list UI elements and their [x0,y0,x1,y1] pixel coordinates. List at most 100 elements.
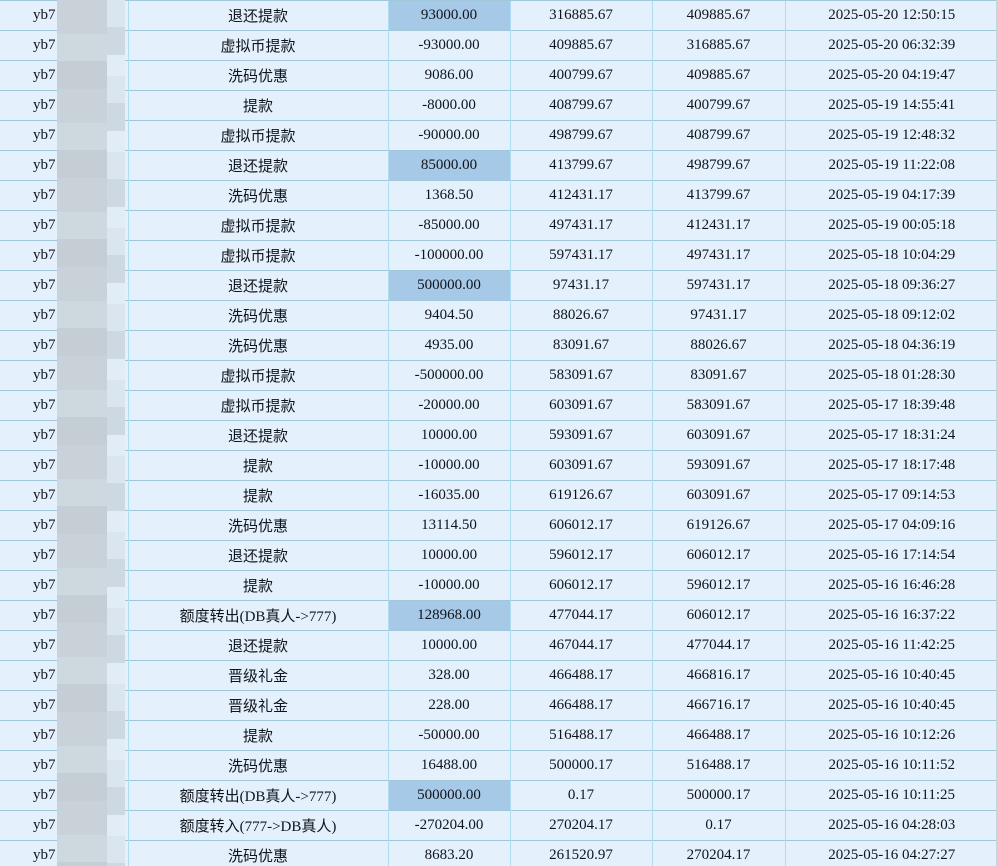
amount-cell: -270204.00 [387,810,510,841]
balance-after-cell: 498799.67 [651,150,785,181]
time-cell: 2025-05-20 04:19:47 [784,60,996,91]
time-cell: 2025-05-16 10:12:26 [784,720,996,751]
time-cell: 2025-05-16 10:40:45 [784,660,996,691]
table-row: yb7 提款 -8000.00 408799.67 400799.67 2025… [0,90,996,121]
amount-cell: 1368.50 [387,180,510,211]
time-cell: 2025-05-16 04:27:27 [784,840,996,866]
balance-after-cell: 500000.17 [651,780,785,811]
username-text: yb7 [33,337,56,353]
username-text: yb7 [33,427,56,443]
table-row: yb7 洗码优惠 8683.20 261520.97 270204.17 202… [0,840,996,866]
username-text: yb7 [33,547,56,563]
time-cell: 2025-05-16 04:28:03 [784,810,996,841]
balance-after-cell: 412431.17 [651,210,785,241]
amount-cell: -10000.00 [387,570,510,601]
username-text: yb7 [33,787,56,803]
table-row: yb7 提款 -16035.00 619126.67 603091.67 202… [0,480,996,511]
username-text: yb7 [33,307,56,323]
balance-before-cell: 497431.17 [509,210,652,241]
username-redaction-blur-edge [107,0,125,866]
time-cell: 2025-05-16 10:11:25 [784,780,996,811]
amount-cell: 8683.20 [387,840,510,866]
balance-before-cell: 498799.67 [509,120,652,151]
table-row: yb7 洗码优惠 9086.00 400799.67 409885.67 202… [0,60,996,91]
username-text: yb7 [33,577,56,593]
time-cell: 2025-05-17 18:17:48 [784,450,996,481]
balance-after-cell: 619126.67 [651,510,785,541]
type-cell: 虚拟币提款 [127,30,388,61]
balance-after-cell: 409885.67 [651,60,785,91]
type-cell: 提款 [127,480,388,511]
username-text: yb7 [33,187,56,203]
amount-cell: 500000.00 [387,270,510,301]
amount-cell: 16488.00 [387,750,510,781]
table-row: yb7 虚拟币提款 -93000.00 409885.67 316885.67 … [0,30,996,61]
amount-cell: 9086.00 [387,60,510,91]
time-cell: 2025-05-16 16:37:22 [784,600,996,631]
table-row: yb7 虚拟币提款 -85000.00 497431.17 412431.17 … [0,210,996,241]
table-row: yb7 退还提款 93000.00 316885.67 409885.67 20… [0,0,996,31]
table-row: yb7 额度转出(DB真人->777) 128968.00 477044.17 … [0,600,996,631]
balance-before-cell: 596012.17 [509,540,652,571]
table-row: yb7 退还提款 10000.00 467044.17 477044.17 20… [0,630,996,661]
amount-cell: 10000.00 [387,420,510,451]
balance-after-cell: 477044.17 [651,630,785,661]
table-row: yb7 虚拟币提款 -100000.00 597431.17 497431.17… [0,240,996,271]
time-cell: 2025-05-18 01:28:30 [784,360,996,391]
username-text: yb7 [33,607,56,623]
type-cell: 晋级礼金 [127,690,388,721]
amount-cell: -50000.00 [387,720,510,751]
table-row: yb7 额度转出(DB真人->777) 500000.00 0.17 50000… [0,780,996,811]
balance-before-cell: 316885.67 [509,0,652,31]
balance-before-cell: 400799.67 [509,60,652,91]
username-text: yb7 [33,367,56,383]
username-text: yb7 [33,97,56,113]
time-cell: 2025-05-18 09:12:02 [784,300,996,331]
username-text: yb7 [33,817,56,833]
type-cell: 虚拟币提款 [127,240,388,271]
balance-before-cell: 597431.17 [509,240,652,271]
balance-before-cell: 83091.67 [509,330,652,361]
type-cell: 虚拟币提款 [127,390,388,421]
time-cell: 2025-05-18 10:04:29 [784,240,996,271]
balance-after-cell: 270204.17 [651,840,785,866]
table-row: yb7 洗码优惠 16488.00 500000.17 516488.17 20… [0,750,996,781]
table-row: yb7 提款 -50000.00 516488.17 466488.17 202… [0,720,996,751]
balance-before-cell: 0.17 [509,780,652,811]
type-cell: 提款 [127,450,388,481]
time-cell: 2025-05-19 11:22:08 [784,150,996,181]
time-cell: 2025-05-17 04:09:16 [784,510,996,541]
username-text: yb7 [33,67,56,83]
balance-before-cell: 619126.67 [509,480,652,511]
amount-cell: -16035.00 [387,480,510,511]
amount-cell: -85000.00 [387,210,510,241]
type-cell: 提款 [127,720,388,751]
time-cell: 2025-05-19 12:48:32 [784,120,996,151]
table-row: yb7 洗码优惠 13114.50 606012.17 619126.67 20… [0,510,996,541]
amount-cell: 10000.00 [387,540,510,571]
balance-after-cell: 83091.67 [651,360,785,391]
type-cell: 提款 [127,570,388,601]
time-cell: 2025-05-16 17:14:54 [784,540,996,571]
amount-cell: 128968.00 [387,600,510,631]
type-cell: 退还提款 [127,0,388,31]
balance-after-cell: 413799.67 [651,180,785,211]
type-cell: 虚拟币提款 [127,360,388,391]
time-cell: 2025-05-16 10:40:45 [784,690,996,721]
type-cell: 退还提款 [127,540,388,571]
balance-before-cell: 408799.67 [509,90,652,121]
type-cell: 洗码优惠 [127,300,388,331]
balance-before-cell: 412431.17 [509,180,652,211]
amount-cell: 10000.00 [387,630,510,661]
amount-cell: -8000.00 [387,90,510,121]
username-text: yb7 [33,247,56,263]
balance-after-cell: 603091.67 [651,480,785,511]
username-text: yb7 [33,517,56,533]
table-row: yb7 额度转入(777->DB真人) -270204.00 270204.17… [0,810,996,841]
balance-before-cell: 466488.17 [509,690,652,721]
type-cell: 洗码优惠 [127,330,388,361]
balance-after-cell: 466816.17 [651,660,785,691]
type-cell: 额度转出(DB真人->777) [127,780,388,811]
